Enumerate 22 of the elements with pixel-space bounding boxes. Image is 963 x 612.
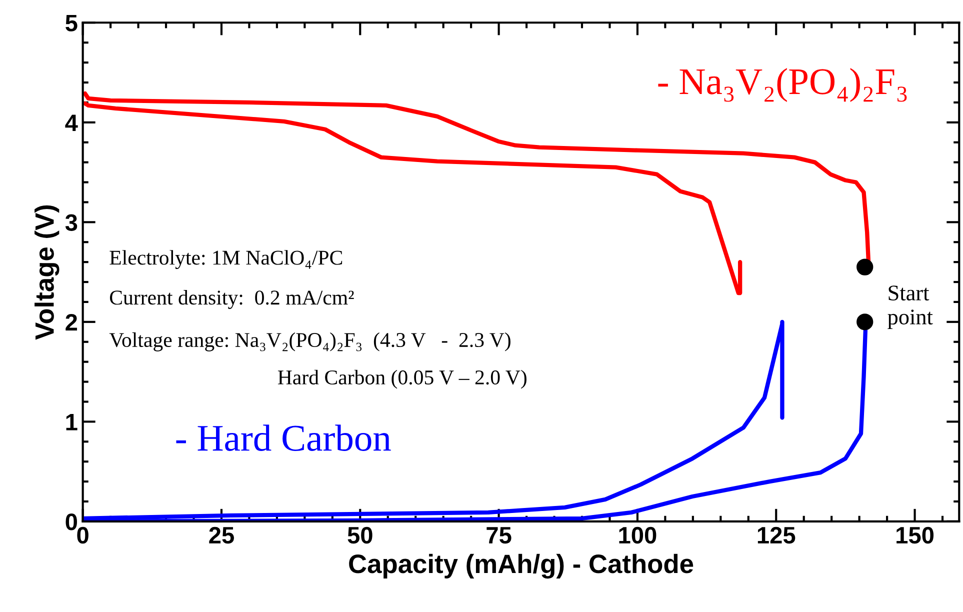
annotation: Electrolyte: 1M NaClO₄/PC [110, 250, 342, 270]
y-axis-title: Voltage (V) [34, 205, 60, 340]
y-tick-label: 3 [65, 214, 78, 231]
y-tick-label: 2 [66, 314, 78, 330]
y-tick-label: 4 [65, 114, 78, 131]
x-tick-label: 25 [209, 526, 234, 544]
annotation: Hard Carbon (0.05 V – 2.0 V) [278, 370, 526, 389]
x-tick-label: 100 [619, 526, 656, 544]
series-label: - Hard Carbon [176, 424, 391, 452]
x-tick-label: 125 [758, 526, 796, 544]
annotation: Current density: 0.2 mA/cm² [110, 290, 354, 309]
x-axis-title: Capacity (mAh/g) - Cathode [349, 554, 694, 579]
x-tick-label: 75 [486, 527, 512, 544]
annotation: Voltage range: Na₃V₂(PO₄)₂F₃ (4.3 V - 2.3 V) [109, 332, 510, 352]
y-tick-label: 0 [66, 513, 77, 530]
x-tick-label: 50 [348, 526, 372, 544]
y-tick-label: 5 [66, 14, 78, 32]
series-label: - Na₃V₂(PO₄)₂F₃ [658, 68, 907, 102]
x-tick-label: 0 [77, 526, 88, 544]
y-tick-label: 1 [66, 414, 78, 430]
x-tick-label: 150 [896, 526, 934, 544]
annotation: Start point [888, 286, 933, 330]
